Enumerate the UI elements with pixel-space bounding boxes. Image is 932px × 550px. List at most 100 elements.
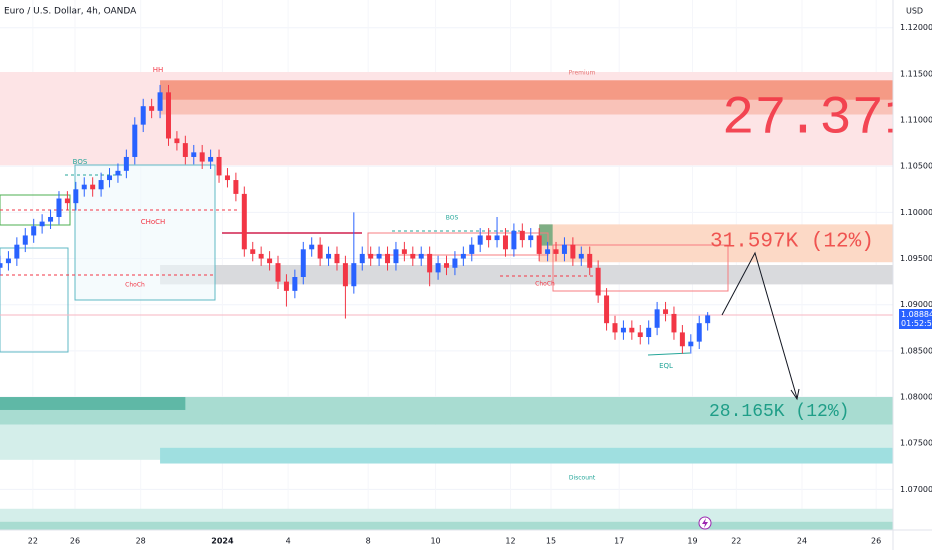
x-tick-label: 17 [614, 537, 624, 546]
y-tick-label: 1.11500 [900, 69, 932, 78]
candle-body [359, 253, 365, 264]
candle-body [31, 226, 37, 236]
choch-label: ChoCh [535, 281, 555, 288]
y-tick-label: 1.11000 [900, 116, 932, 125]
zone [0, 521, 893, 530]
premium-label: Premium [569, 70, 596, 77]
candle-body [233, 180, 239, 194]
box [552, 244, 729, 292]
annotations: 27.371K 31.597K (12%) 28.165K (12%) HH P… [73, 66, 932, 530]
x-tick-label: 2024 [211, 537, 234, 546]
candle-body [48, 216, 54, 222]
x-tick-label: 24 [797, 537, 807, 546]
candle-body [149, 106, 155, 111]
big-value: 27.371K [722, 88, 932, 149]
candle-body [191, 152, 197, 157]
candle-body [561, 244, 567, 254]
candle-body [275, 263, 281, 282]
candle-body [292, 277, 298, 291]
hh-label: HH [153, 66, 164, 74]
candle-body [435, 263, 441, 273]
candle-body [283, 281, 289, 291]
countdown: 01:52:54 [901, 319, 932, 328]
candle-body [115, 170, 121, 176]
candle-body [56, 198, 62, 217]
candle-body [486, 235, 492, 241]
x-tick-label: 4 [286, 537, 291, 546]
zone [0, 508, 893, 522]
candle-body [654, 309, 660, 328]
x-tick-label: 15 [546, 537, 556, 546]
candle-body [646, 327, 652, 338]
candle-body [182, 143, 188, 157]
candle-body [663, 309, 669, 314]
candle-body [208, 156, 214, 162]
candle-body [385, 253, 391, 264]
candle-body [671, 313, 677, 333]
candle-body [637, 332, 643, 338]
box [0, 247, 69, 353]
candle-body [368, 253, 374, 259]
choch-label: ChoCh [125, 282, 145, 289]
x-tick-label: 26 [70, 537, 80, 546]
candle-body [174, 138, 180, 144]
x-tick-label: 28 [136, 537, 146, 546]
candle-body [679, 332, 685, 347]
candle-body [326, 253, 332, 259]
candle-body [604, 295, 610, 324]
candle-body [0, 263, 3, 268]
discount-label: Discount [569, 475, 596, 482]
chart-title: Euro / U.S. Dollar, 4h, OANDA [4, 7, 137, 17]
candle-body [705, 315, 711, 324]
candle-body [528, 235, 534, 241]
y-tick-label: 1.09000 [900, 300, 932, 309]
x-tick-label: 22 [28, 537, 38, 546]
candle-body [5, 258, 11, 264]
candle-body [39, 221, 45, 227]
candle-body [452, 258, 458, 268]
candle-body [519, 230, 525, 241]
last-price: 1.08884 [901, 310, 932, 319]
candle-body [460, 253, 466, 259]
candle-body [688, 341, 694, 347]
candle-body [578, 253, 584, 259]
arrow [721, 251, 798, 399]
y-tick-label: 1.10000 [900, 208, 932, 217]
x-tick-label: 12 [505, 537, 515, 546]
y-tick-label: 1.08000 [900, 393, 932, 402]
x-tick-label: 10 [430, 537, 440, 546]
candle-body [502, 235, 508, 250]
candle-body [132, 124, 138, 157]
candle-body [595, 267, 601, 296]
candle-body [494, 235, 500, 241]
candle-body [696, 323, 702, 342]
candle-body [570, 244, 576, 259]
candle-body [64, 198, 70, 204]
candle-body [140, 106, 146, 125]
bos-label: BOS [446, 215, 459, 222]
candle-body [477, 235, 483, 245]
x-tick-label: 8 [366, 537, 371, 546]
candle-body [587, 253, 593, 268]
x-tick-label: 19 [687, 537, 697, 546]
candle-body [469, 244, 475, 254]
candle-body [250, 249, 256, 254]
candle-body [90, 184, 96, 190]
y-tick-label: 1.08500 [900, 346, 932, 355]
candle-body [300, 249, 306, 278]
target-down: 28.165K (12%) [709, 402, 849, 422]
zone [539, 224, 893, 263]
axes: 1.12000 1.11500 1.11000 1.10500 1.10000 1.095… [28, 23, 932, 545]
x-tick-label: 26 [871, 537, 881, 546]
candle-body [22, 235, 28, 245]
candle-body [73, 189, 79, 204]
zone [0, 397, 186, 410]
zone [160, 80, 893, 100]
candle-body [444, 263, 449, 268]
eql-label: EQL [659, 362, 673, 370]
candle-body [393, 249, 399, 264]
arrow-head [790, 388, 800, 401]
candle-body [410, 253, 416, 259]
eql-line [647, 352, 691, 356]
